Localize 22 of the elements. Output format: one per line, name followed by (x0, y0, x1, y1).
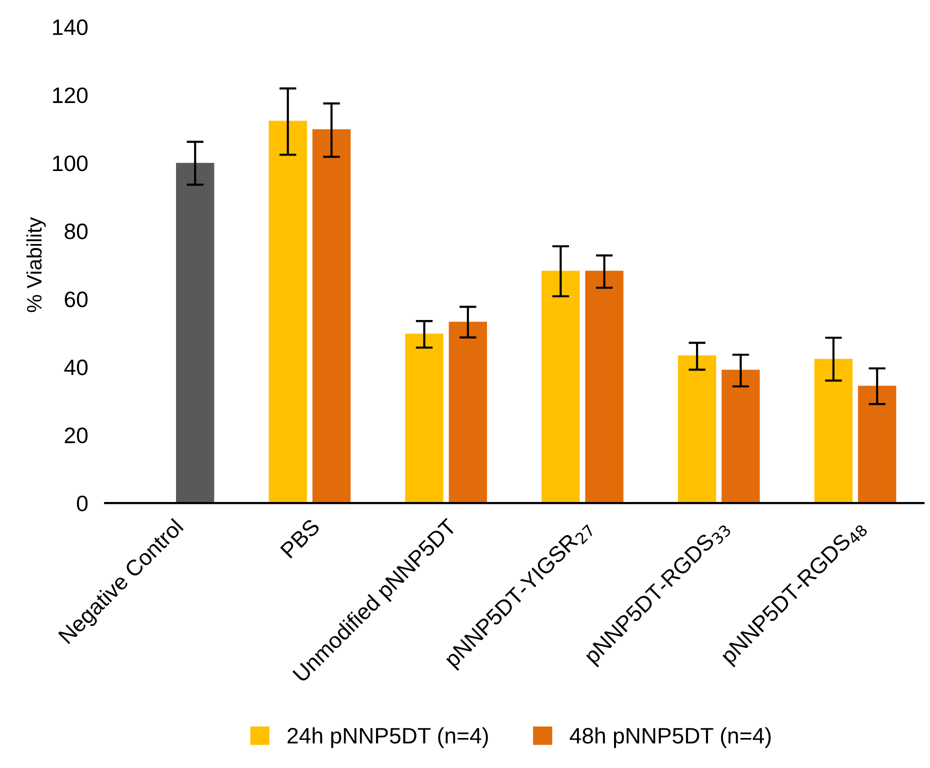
y-tick-label: 100 (53, 155, 88, 172)
y-tick-label: 60 (64, 292, 88, 308)
y-axis-title: % Viability (26, 217, 46, 312)
bar (176, 162, 214, 504)
bar (542, 270, 580, 504)
bar (678, 355, 716, 504)
bar (448, 322, 488, 504)
legend-label: 48h pNNP5DT (n=4) (570, 727, 771, 748)
y-tick-label: 140 (53, 19, 88, 36)
y-tick-label: 0 (76, 496, 88, 512)
y-tick-label: 20 (64, 428, 88, 444)
bar (405, 334, 444, 504)
legend-label: 24h pNNP5DT (n=4) (288, 727, 488, 748)
bar (585, 270, 624, 504)
bar (858, 386, 896, 504)
bar (722, 370, 760, 504)
bar (312, 129, 351, 504)
y-tick-label: 80 (64, 223, 88, 240)
bar (814, 358, 853, 504)
y-tick-label: 40 (64, 360, 88, 376)
y-tick-label: 120 (53, 87, 88, 104)
bar (268, 120, 307, 504)
